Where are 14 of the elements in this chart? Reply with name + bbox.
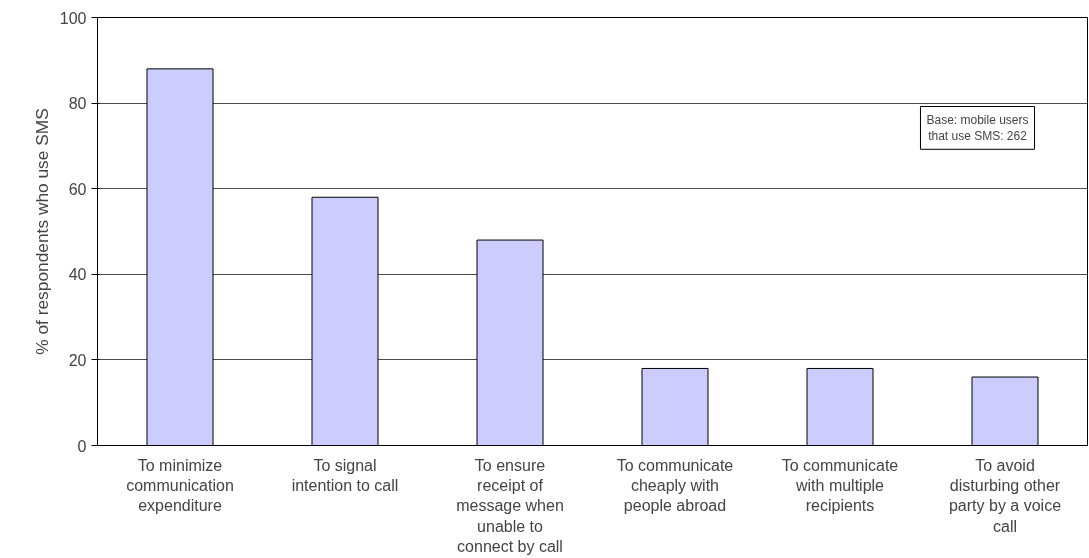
annotation: Base: mobile users that use SMS: 262 xyxy=(926,112,1029,144)
y-tick-label: 40 xyxy=(68,266,87,284)
x-tick-label: To avoid disturbing other party by a voice call xyxy=(948,456,1062,535)
y-tick-label: 100 xyxy=(59,9,87,27)
x-tick-label: To communicate with multiple recipients xyxy=(781,456,899,515)
y-tick-label: 20 xyxy=(68,351,87,369)
x-tick-label: To minimize communication expenditure xyxy=(126,456,234,515)
x-tick-label: To communicate cheaply with people abroad xyxy=(616,456,734,515)
x-tick-label: To signal intention to call xyxy=(291,456,399,494)
y-tick-label: 80 xyxy=(68,95,87,113)
x-tick-label: To ensure receipt of message when unable to connect by call xyxy=(456,456,564,556)
y-tick-label: 60 xyxy=(68,180,87,198)
y-tick-label: 0 xyxy=(77,437,87,455)
y-axis-title: % of respondents who use SMS xyxy=(31,108,52,355)
